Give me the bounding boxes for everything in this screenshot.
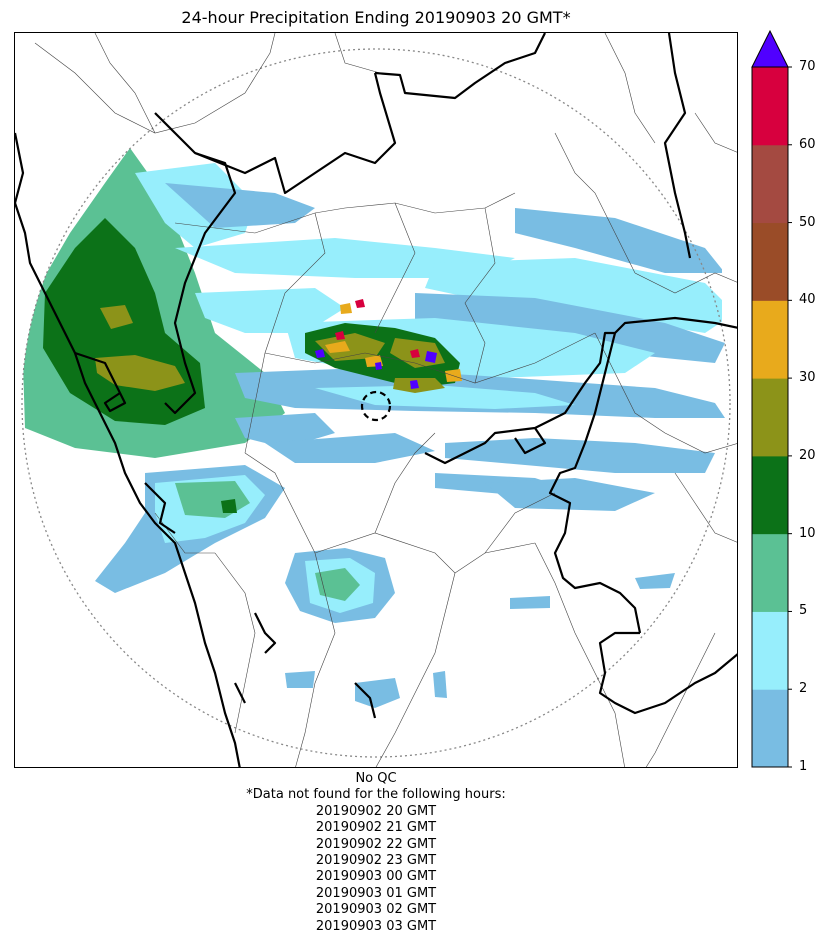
precip-area — [221, 499, 237, 513]
precip-area — [175, 238, 515, 278]
precip-area — [510, 596, 550, 609]
precip-area — [355, 678, 400, 708]
precip-area — [285, 671, 315, 688]
map-title: 24-hour Precipitation Ending 20190903 20… — [181, 8, 571, 27]
district-boundaries — [34, 33, 737, 767]
colorbar-tick-label: 30 — [799, 370, 816, 386]
precip-area — [635, 573, 675, 589]
precip-area — [165, 183, 315, 228]
state-boundaries — [15, 33, 737, 767]
precip-area — [100, 305, 133, 329]
convective-cells — [305, 299, 462, 393]
colorbar-tick-label: 40 — [799, 292, 816, 308]
colorbar-tick-label: 1 — [799, 759, 808, 774]
colorbar-tick-label: 5 — [799, 603, 808, 619]
missing-hour: 20190903 00 GMT — [315, 869, 437, 885]
colorbar-tick-label: 50 — [799, 214, 816, 230]
radar-site-ring — [360, 390, 392, 422]
colorbar — [751, 29, 821, 775]
precip-area — [485, 478, 655, 511]
colorbar-segment — [752, 67, 788, 146]
colorbar-segment — [752, 300, 788, 379]
colorbar-frame — [751, 66, 789, 768]
colorbar-segment — [752, 689, 788, 768]
map-footer: No QC *Data not found for the following … — [14, 771, 738, 935]
missing-hour: 20190902 20 GMT — [315, 803, 437, 819]
precip-area — [433, 671, 447, 698]
colorbar-segment — [752, 144, 788, 224]
precip-area — [515, 208, 725, 273]
colorbar-tick-label: 2 — [799, 681, 808, 697]
map-canvas — [15, 33, 737, 767]
colorbar-segment — [752, 222, 788, 301]
colorbar-extend-triangle — [751, 29, 789, 68]
colorbar-segment — [752, 455, 788, 535]
precipitation-map — [14, 32, 738, 768]
missing-hour: 20190903 03 GMT — [315, 918, 437, 934]
colorbar-segment — [752, 378, 788, 457]
colorbar-tick-label: 70 — [799, 59, 816, 74]
precip-area — [315, 568, 360, 601]
precip-area — [415, 293, 725, 363]
colorbar-svg — [751, 29, 792, 768]
missing-hour: 20190903 01 GMT — [315, 885, 437, 901]
precip-area — [265, 433, 435, 463]
colorbar-tick-label: 20 — [799, 447, 816, 463]
precipitation-layer — [23, 148, 732, 708]
radar-range-ring — [21, 48, 731, 758]
missing-data-note: *Data not found for the following hours: — [246, 787, 506, 803]
missing-hour: 20190902 21 GMT — [315, 820, 437, 836]
colorbar-segment — [752, 611, 788, 690]
coastline — [15, 132, 241, 767]
colorbar-segment — [752, 533, 788, 612]
precip-area — [315, 385, 575, 409]
colorbar-tick-label: 10 — [799, 525, 816, 541]
missing-hour: 20190902 22 GMT — [315, 836, 437, 852]
precip-area — [95, 355, 185, 391]
missing-hour: 20190903 02 GMT — [315, 902, 437, 918]
precip-area — [235, 413, 335, 448]
precip-area — [195, 288, 345, 333]
precip-area — [425, 258, 732, 333]
colorbar-tick-label: 60 — [799, 136, 816, 152]
qc-label: No QC — [355, 771, 397, 786]
missing-hour: 20190902 23 GMT — [315, 853, 437, 869]
